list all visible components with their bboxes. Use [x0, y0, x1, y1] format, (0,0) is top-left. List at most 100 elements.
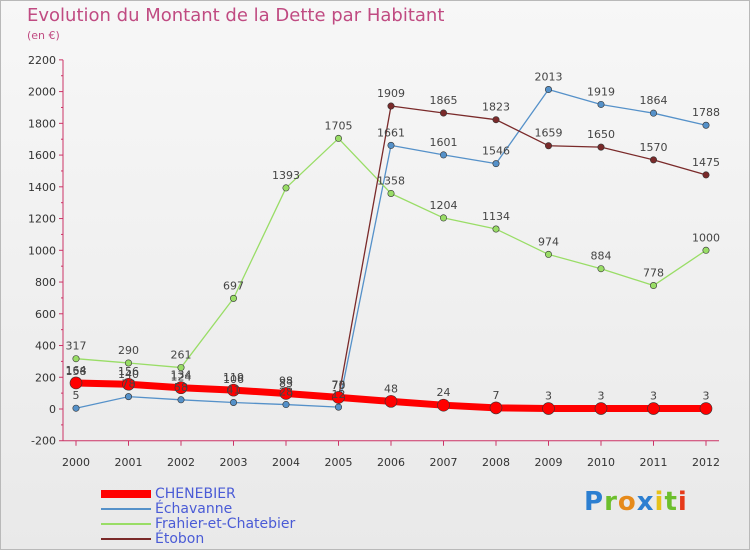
data-label-frahier: 317	[66, 340, 87, 353]
data-label-chenebier: 7	[493, 389, 500, 402]
data-point-frahier	[230, 294, 238, 302]
data-label-echavanne: 1788	[692, 106, 720, 119]
chart-subtitle: (en €)	[27, 29, 60, 42]
x-tick-label: 2012	[692, 456, 720, 469]
data-point-frahier	[387, 189, 395, 197]
data-point-frahier	[702, 246, 710, 254]
legend-label-chenebier: CHENEBIER	[155, 486, 236, 502]
data-point-chenebier	[174, 381, 188, 395]
data-point-chenebier	[489, 401, 503, 415]
data-label-echavanne: 1661	[377, 126, 405, 139]
data-label-etobon: 1823	[482, 101, 510, 114]
data-point-frahier	[492, 225, 500, 233]
data-label-frahier: 290	[118, 344, 139, 357]
logo-letter: i	[677, 487, 688, 517]
data-label-etobon: 1475	[692, 156, 720, 169]
data-point-echavanne	[177, 396, 185, 404]
data-label-etobon: 1659	[535, 127, 563, 140]
data-label-etobon: 106	[223, 373, 244, 386]
logo-letter: i	[654, 487, 665, 517]
logo-letter: o	[617, 487, 637, 517]
data-point-chenebier	[699, 402, 713, 415]
data-label-frahier: 261	[171, 349, 192, 362]
y-tick-label: 1600	[28, 149, 56, 162]
data-point-etobon	[492, 116, 500, 124]
data-point-frahier	[597, 265, 605, 273]
data-point-chenebier	[279, 387, 293, 400]
logo-letter: r	[604, 487, 618, 517]
data-label-echavanne: 5	[73, 389, 80, 402]
x-tick-label: 2008	[482, 456, 510, 469]
data-label-chenebier: 48	[384, 382, 398, 395]
data-point-etobon	[387, 102, 395, 110]
data-point-etobon	[597, 143, 605, 151]
x-tick-label: 2000	[62, 456, 90, 469]
data-label-echavanne: 1919	[587, 85, 615, 98]
data-point-chenebier	[647, 402, 660, 415]
data-label-echavanne: 2013	[535, 71, 563, 84]
data-label-echavanne: 1601	[430, 136, 458, 149]
data-point-chenebier	[384, 395, 398, 408]
x-tick-label: 2004	[272, 456, 300, 469]
data-label-echavanne: 1546	[482, 145, 510, 158]
logo-letter: P	[584, 487, 605, 517]
data-point-echavanne	[649, 109, 657, 117]
data-point-echavanne	[702, 121, 710, 129]
y-tick-label: 400	[35, 340, 56, 353]
data-label-etobon: 158	[66, 365, 87, 378]
data-label-etobon: 140	[118, 368, 139, 381]
data-label-frahier: 778	[643, 267, 664, 280]
data-point-frahier	[282, 184, 290, 192]
series-line-frahier	[75, 137, 707, 369]
data-label-etobon: 124	[171, 370, 192, 383]
data-label-chenebier: 24	[437, 386, 451, 399]
data-point-echavanne	[544, 86, 552, 94]
data-point-etobon	[702, 171, 710, 179]
data-point-chenebier	[227, 383, 240, 397]
data-label-echavanne: 28	[279, 386, 293, 399]
logo-letter: x	[636, 487, 655, 517]
chart-title: Evolution du Montant de la Dette par Hab…	[27, 5, 445, 26]
data-label-frahier: 1705	[325, 119, 353, 132]
legend-label-echavanne: Échavanne	[155, 501, 233, 517]
x-tick-label: 2010	[587, 456, 615, 469]
data-label-chenebier: 156	[118, 365, 139, 378]
x-tick-label: 2009	[535, 456, 563, 469]
data-label-frahier: 1000	[692, 231, 720, 244]
y-tick-label: 1200	[28, 213, 56, 226]
data-label-chenebier: 119	[223, 371, 244, 384]
data-label-frahier: 1358	[377, 174, 405, 187]
data-point-frahier	[649, 282, 657, 290]
legend-swatch-etobon	[101, 538, 151, 540]
data-point-frahier	[177, 364, 185, 372]
data-point-chenebier	[437, 398, 450, 412]
x-tick-label: 2003	[220, 456, 248, 469]
legend-swatch-frahier	[101, 523, 151, 525]
proxiti-logo: Proxiti	[584, 487, 688, 517]
data-point-etobon	[439, 109, 447, 117]
data-point-echavanne	[72, 404, 80, 412]
y-tick-label: 1000	[28, 244, 56, 257]
data-point-etobon	[649, 156, 657, 164]
x-tick-label: 2007	[430, 456, 458, 469]
y-tick-label: -200	[31, 435, 56, 448]
data-label-frahier: 974	[538, 235, 559, 248]
data-point-frahier	[544, 250, 552, 258]
data-point-echavanne	[282, 401, 290, 409]
x-tick-label: 2002	[167, 456, 195, 469]
data-point-frahier	[439, 214, 447, 222]
x-tick-label: 2011	[640, 456, 668, 469]
data-point-frahier	[72, 355, 80, 363]
data-label-etobon: 1650	[587, 128, 615, 141]
data-point-echavanne	[334, 403, 342, 411]
x-tick-label: 2005	[325, 456, 353, 469]
data-point-echavanne	[492, 160, 500, 168]
data-point-chenebier	[542, 402, 555, 415]
logo-letter: t	[664, 487, 678, 517]
data-label-echavanne: 58	[174, 381, 188, 394]
data-point-echavanne	[230, 398, 238, 406]
data-label-frahier: 697	[223, 279, 244, 292]
legend-swatch-chenebier	[101, 490, 151, 498]
data-point-frahier	[334, 134, 342, 142]
